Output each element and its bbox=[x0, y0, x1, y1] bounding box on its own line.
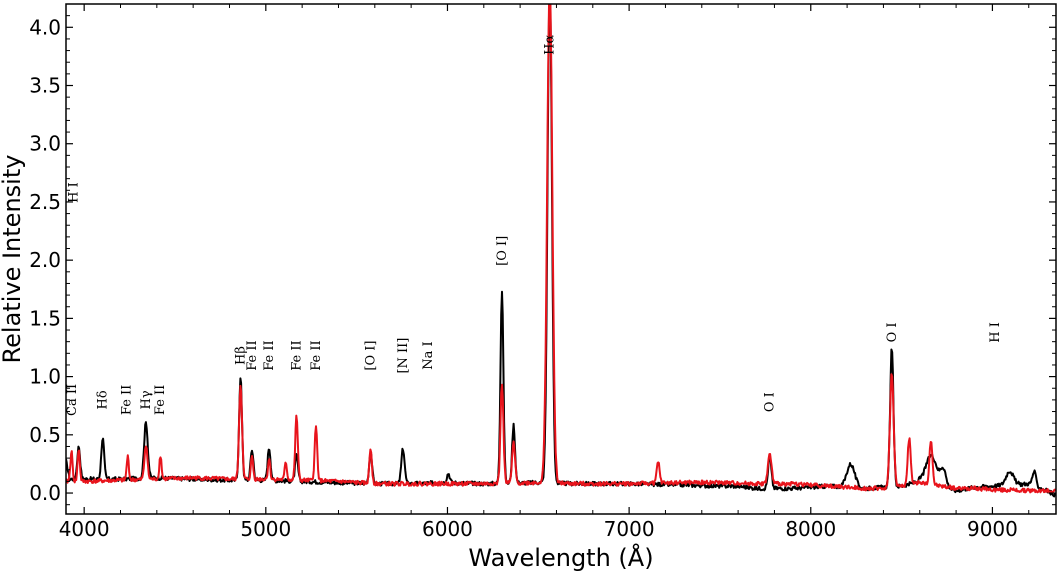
spectral-line-label: [N II] bbox=[396, 338, 411, 374]
spectral-line-label: Fe II bbox=[290, 340, 305, 370]
y-tick-label: 0.0 bbox=[29, 481, 61, 505]
y-tick-label: 4.0 bbox=[29, 15, 61, 39]
spectral-line-label: Hγ bbox=[139, 390, 154, 409]
x-tick-label: 8000 bbox=[785, 517, 836, 541]
y-tick-label: 2.0 bbox=[29, 248, 61, 272]
x-tick-label: 9000 bbox=[967, 517, 1018, 541]
spectrum-series-line bbox=[66, 4, 1056, 498]
y-tick-label: 1.0 bbox=[29, 365, 61, 389]
x-tick-label: 6000 bbox=[422, 517, 473, 541]
spectral-line-label: Ca II bbox=[65, 384, 80, 416]
spectral-line-label: H I bbox=[988, 322, 1003, 343]
y-tick-label: 3.0 bbox=[29, 132, 61, 156]
y-tick-label: 3.5 bbox=[29, 74, 61, 98]
spectral-line-label: [O I] bbox=[495, 236, 510, 266]
spectral-line-label: [O I] bbox=[364, 341, 379, 371]
x-axis-title: Wavelength (Å) bbox=[468, 543, 653, 572]
y-tick-label: 2.5 bbox=[29, 190, 61, 214]
spectral-line-label: Hα bbox=[543, 35, 558, 55]
spectral-line-label: Na I bbox=[421, 341, 436, 369]
spectral-line-label: Fe II bbox=[245, 340, 260, 370]
x-tick-label: 7000 bbox=[604, 517, 655, 541]
spectral-line-label: Fe II bbox=[262, 340, 277, 370]
spectral-line-label: Fe II bbox=[120, 385, 135, 415]
spectral-line-label: Hβ bbox=[234, 346, 249, 365]
y-tick-label: 0.5 bbox=[29, 423, 61, 447]
spectral-line-label: Fe II bbox=[153, 385, 168, 415]
spectral-line-label: Hδ bbox=[96, 390, 111, 409]
series-layer bbox=[66, 4, 1056, 498]
y-tick-label: 1.5 bbox=[29, 306, 61, 330]
y-axis-title: Relative Intensity bbox=[0, 155, 26, 364]
spectral-line-label: H I bbox=[66, 182, 81, 203]
tick-layer: 4000 5000 6000 7000 8000 9000 0.0 0.5 1.0 1.5 2.0 2… bbox=[29, 4, 1056, 541]
spectral-line-label: O I bbox=[763, 392, 778, 412]
x-tick-label: 4000 bbox=[59, 517, 110, 541]
plot-frame bbox=[65, 3, 1057, 515]
spectral-line-label: Fe II bbox=[309, 340, 324, 370]
x-tick-label: 5000 bbox=[240, 517, 291, 541]
spectral-line-label: O I bbox=[885, 322, 900, 342]
spectrum-series-line bbox=[66, 4, 1056, 494]
